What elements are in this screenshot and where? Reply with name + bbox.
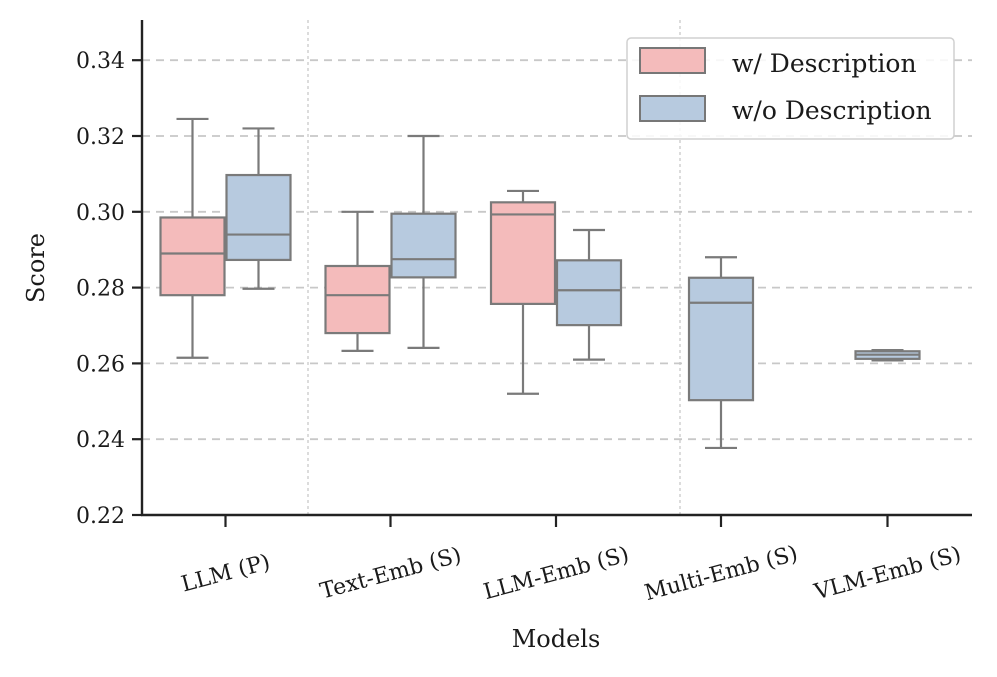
y-tick-label: 0.28 (76, 277, 125, 302)
box-iqr (555, 259, 623, 327)
x-tick-label: Text-Emb (S) (318, 543, 464, 605)
box-w-o-description-multi-emb-s- (687, 256, 755, 450)
legend: w/ Description w/o Description (626, 37, 955, 140)
legend-frame (626, 37, 955, 140)
y-tick-label: 0.32 (76, 125, 125, 150)
box-w-description-llm-p- (159, 117, 226, 359)
y-tick-label: 0.34 (76, 49, 125, 74)
y-tick-label: 0.30 (76, 201, 125, 226)
legend-swatch-with-description (639, 47, 706, 74)
x-tick-label: Multi-Emb (S) (642, 541, 800, 606)
box-iqr (324, 264, 391, 335)
y-axis-ticks: 0.22 0.24 0.26 0.28 0.30 0.32 0.34 (76, 49, 142, 529)
box-iqr (159, 216, 226, 297)
box-w-o-description-vlm-emb-s- (854, 349, 921, 362)
box-plot-series (159, 117, 921, 450)
x-tick-label: VLM-Emb (S) (811, 542, 964, 605)
x-tick-label: LLM-Emb (S) (481, 542, 632, 605)
box-iqr (225, 173, 292, 262)
y-tick-label: 0.26 (76, 352, 125, 377)
legend-swatch-without-description (639, 95, 706, 122)
box-iqr (390, 212, 457, 279)
y-axis-label: Score (22, 233, 50, 303)
y-tick-label: 0.22 (76, 504, 125, 529)
x-tick-label: LLM (P) (179, 550, 273, 598)
legend-label-with-description: w/ Description (732, 49, 917, 78)
box-w-description-llm-emb-s- (489, 189, 557, 395)
group-separators (307, 20, 681, 515)
y-tick-label: 0.24 (76, 428, 125, 453)
box-iqr (687, 276, 755, 402)
x-axis-ticks: LLM (P) Text-Emb (S) LLM-Emb (S) Multi-Emb … (179, 515, 964, 606)
box-w-description-text-emb-s- (324, 210, 391, 352)
box-w-o-description-llm-p- (225, 127, 292, 290)
box-w-o-description-text-emb-s- (390, 134, 457, 349)
box-w-o-description-llm-emb-s- (555, 228, 623, 361)
x-axis-label: Models (512, 625, 601, 653)
box-iqr (489, 201, 557, 305)
legend-label-without-description: w/o Description (732, 96, 932, 125)
